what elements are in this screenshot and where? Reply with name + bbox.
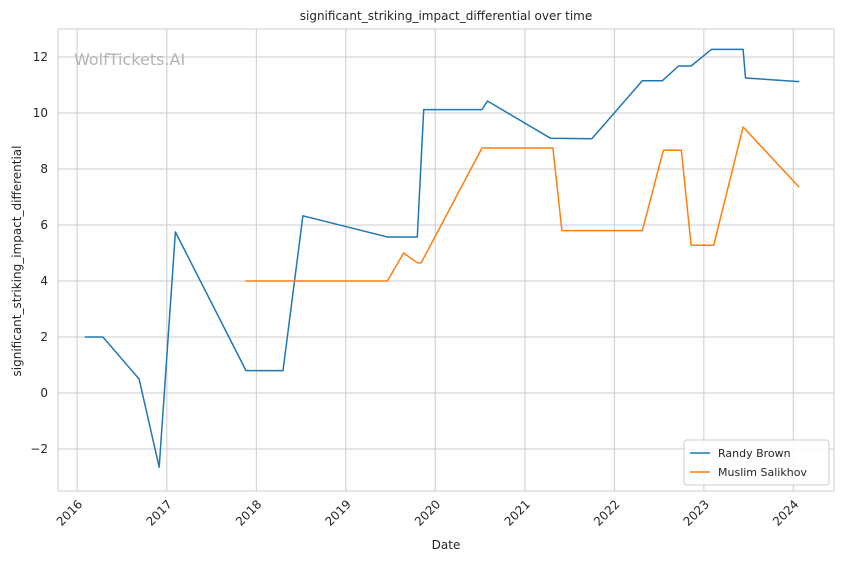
y-tick-label: 0	[40, 386, 48, 400]
legend: Randy Brown Muslim Salikhov	[683, 439, 830, 486]
y-tick-label: 12	[33, 50, 48, 64]
x-grid	[76, 29, 794, 491]
y-tick-label: 8	[40, 162, 48, 176]
watermark-text: WolfTickets.AI	[74, 50, 185, 69]
legend-label: Muslim Salikhov	[718, 466, 807, 479]
series-line-2	[245, 126, 800, 282]
plot-frame	[57, 28, 835, 492]
y-tick-labels: −2 0 2 4 6 8 10 12	[30, 50, 48, 456]
y-tick-label: 4	[40, 274, 48, 288]
legend-label: Randy Brown	[718, 447, 791, 460]
series-lines	[84, 48, 800, 468]
y-axis-label: significant_striking_impact_differential	[10, 146, 24, 377]
x-axis-label: Date	[432, 538, 461, 552]
y-tick-label: 2	[40, 330, 48, 344]
series-line-1	[84, 48, 800, 468]
chart-title: significant_striking_impact_differential…	[300, 9, 592, 23]
y-tick-label: 10	[33, 106, 48, 120]
legend-box	[683, 439, 830, 486]
y-tick-label: 6	[40, 218, 48, 232]
y-tick-label: −2	[30, 442, 48, 456]
